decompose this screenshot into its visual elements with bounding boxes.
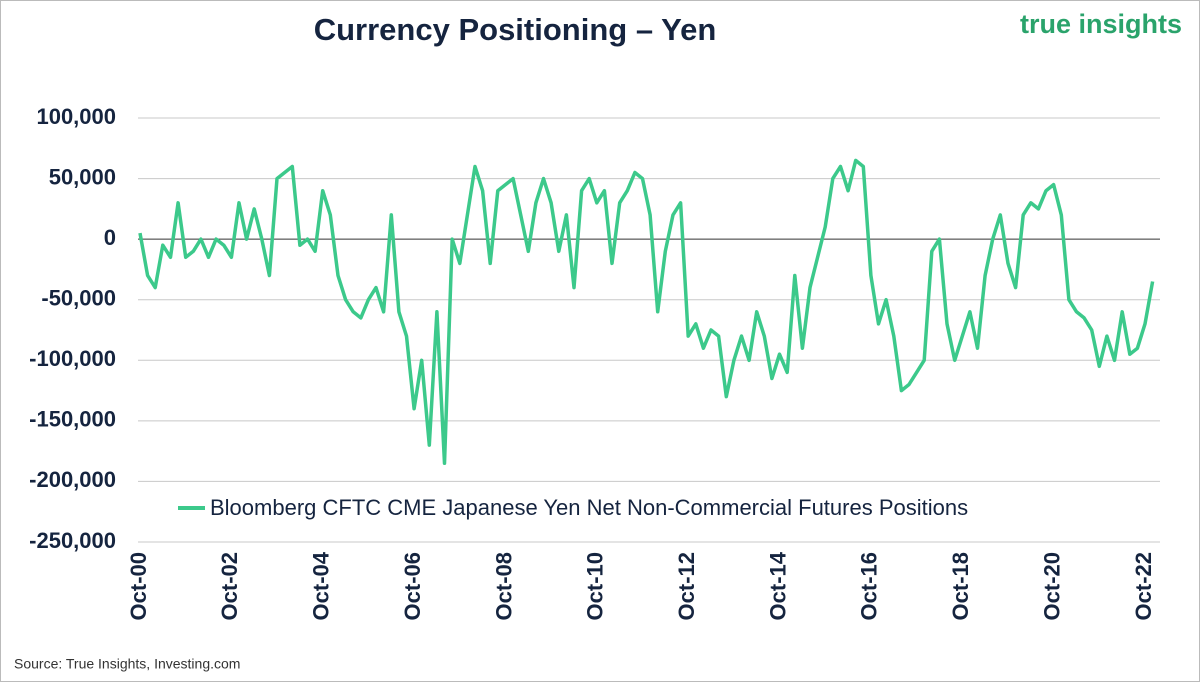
y-tick-label: 0 (104, 225, 116, 250)
y-tick-label: -250,000 (29, 528, 116, 553)
logo: true insights (1020, 9, 1182, 39)
legend-label: Bloomberg CFTC CME Japanese Yen Net Non-… (210, 495, 968, 520)
x-tick-label: Oct-10 (583, 552, 608, 620)
x-tick-label: Oct-12 (674, 552, 699, 620)
x-tick-label: Oct-14 (765, 551, 790, 620)
x-tick-label: Oct-18 (948, 552, 973, 620)
series-line (138, 158, 1155, 466)
y-tick-label: 50,000 (49, 164, 116, 189)
y-tick-label: 100,000 (36, 104, 116, 129)
x-tick-label: Oct-20 (1039, 552, 1064, 620)
y-tick-label: -50,000 (41, 286, 116, 311)
source: Source: True Insights, Investing.com (14, 656, 240, 672)
x-tick-label: Oct-04 (309, 551, 334, 620)
x-tick-label: Oct-08 (491, 552, 516, 620)
y-tick-label: -100,000 (29, 346, 116, 371)
y-tick-label: -200,000 (29, 467, 116, 492)
y-tick-label: -150,000 (29, 407, 116, 432)
x-tick-label: Oct-22 (1131, 552, 1156, 620)
x-tick-label: Oct-02 (217, 552, 242, 620)
x-tick-label: Oct-06 (400, 552, 425, 620)
chart-title: Currency Positioning – Yen (314, 12, 717, 47)
x-tick-label: Oct-00 (126, 552, 151, 620)
x-tick-label: Oct-16 (857, 552, 882, 620)
